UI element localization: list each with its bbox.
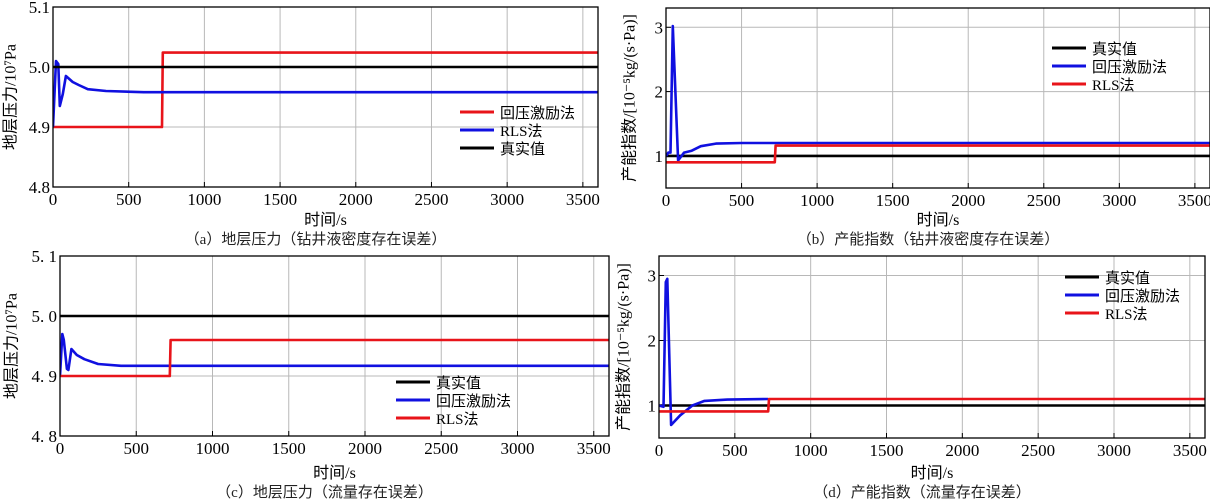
plot-frame <box>658 255 1206 439</box>
x-tick-label: 3000 <box>490 190 524 209</box>
x-tick-label: 3500 <box>577 439 611 458</box>
x-tick-label: 3000 <box>1097 441 1131 460</box>
x-tick-label: 500 <box>124 439 150 458</box>
series-line-2 <box>659 397 1205 413</box>
y-tick-label: 4.9 <box>29 118 50 137</box>
y-tick-label: 2 <box>655 83 664 102</box>
x-axis-label: 时间/s <box>313 464 356 482</box>
series-line-1 <box>53 59 598 128</box>
y-tick-label: 4. 8 <box>32 427 58 446</box>
panel-caption: （a）地层压力（钻井液密度存在误差） <box>185 231 447 248</box>
y-tick-label: 1 <box>655 147 664 166</box>
x-tick-label: 1000 <box>794 441 828 460</box>
x-tick-label: 1500 <box>263 190 297 209</box>
y-tick-label: 4. 9 <box>32 367 58 386</box>
chart-panel-a: 0 500 1000 1500 2000 2500 3000 3500 4.8 4.9 5.0 5.1… <box>2 0 600 248</box>
y-axis-label: 地层压力/10⁷Pa <box>2 44 20 150</box>
x-tick-label: 3500 <box>1178 191 1210 210</box>
y-tick-label: 5. 1 <box>32 247 58 266</box>
legend-label: RLS法 <box>500 123 543 140</box>
series-line-1 <box>60 332 609 377</box>
series-line-1 <box>659 277 769 427</box>
x-tick-label: 2500 <box>1021 441 1055 460</box>
x-tick-label: 2000 <box>951 191 985 210</box>
x-tick-label: 1500 <box>272 439 306 458</box>
legend-label: RLS法 <box>436 411 479 428</box>
y-tick-label: 5.1 <box>29 0 50 17</box>
panel-caption: （b）产能指数（钻井液密度存在误差） <box>797 231 1060 248</box>
x-tick-label: 3500 <box>566 190 600 209</box>
x-tick-label: 2000 <box>945 441 979 460</box>
legend-label: 真实值 <box>1105 269 1150 287</box>
legend-label: 回压激励法 <box>1105 288 1180 305</box>
legend-label: 回压激励法 <box>436 393 511 410</box>
y-tick-label: 5. 0 <box>32 307 58 326</box>
panel-caption: （c）地层压力（流量存在误差） <box>216 484 433 499</box>
y-axis-label: 产能指数/[10⁻⁵kg/(s·Pa)] <box>621 14 639 182</box>
y-axis-label: 产能指数/[10⁻⁵kg/(s·Pa)] <box>615 263 633 431</box>
legend-label: RLS法 <box>1105 306 1148 323</box>
legend-label: 真实值 <box>500 140 545 158</box>
x-tick-label: 500 <box>722 441 748 460</box>
x-tick-label: 2000 <box>348 439 382 458</box>
x-tick-label: 3000 <box>501 439 535 458</box>
y-tick-label: 2 <box>648 332 657 351</box>
x-tick-label: 1500 <box>870 441 904 460</box>
series-line-2 <box>666 144 1210 164</box>
series-line-1 <box>666 24 1210 162</box>
x-tick-label: 1000 <box>187 190 221 209</box>
plot-frame <box>665 7 1210 189</box>
x-tick-label: 3000 <box>1102 191 1136 210</box>
x-axis-label: 时间/s <box>917 211 960 229</box>
chart-panel-b: 0 500 1000 1500 2000 2500 3000 3500 1 2 3 真实值回压激励法R… <box>621 7 1210 248</box>
plot-frame <box>59 255 610 437</box>
chart-panel-d: 0 500 1000 1500 2000 2500 3000 3500 1 2 3 真实值回压激励法R… <box>615 255 1207 499</box>
legend-label: 回压激励法 <box>500 105 575 122</box>
legend-label: 真实值 <box>436 374 481 392</box>
x-tick-label: 3500 <box>1173 441 1207 460</box>
x-tick-label: 2000 <box>339 190 373 209</box>
legend-label: RLS法 <box>1092 77 1135 94</box>
plot-frame <box>52 6 599 188</box>
x-axis-label: 时间/s <box>304 211 347 229</box>
x-tick-label: 0 <box>655 441 664 460</box>
x-tick-label: 1000 <box>800 191 834 210</box>
series-line-0 <box>53 51 598 129</box>
chart-panel-c: 0 500 1000 1500 2000 2500 3000 3500 4. 8 4. 9 5. 0… <box>3 247 611 499</box>
y-axis-label: 地层压力/10⁷Pa <box>3 293 21 399</box>
x-tick-label: 0 <box>662 191 671 210</box>
y-tick-label: 1 <box>648 397 657 416</box>
y-tick-label: 3 <box>648 267 657 286</box>
x-tick-label: 0 <box>49 190 58 209</box>
y-tick-label: 4.8 <box>29 178 50 197</box>
y-tick-label: 3 <box>655 18 664 37</box>
legend-label: 回压激励法 <box>1092 59 1167 76</box>
series-line-2 <box>60 338 609 378</box>
x-tick-label: 500 <box>729 191 755 210</box>
panel-caption: （d）产能指数（流量存在误差） <box>813 484 1031 499</box>
x-tick-label: 2500 <box>424 439 458 458</box>
x-tick-label: 0 <box>56 439 65 458</box>
x-tick-label: 2500 <box>414 190 448 209</box>
y-tick-label: 5.0 <box>29 58 50 77</box>
x-tick-label: 2500 <box>1027 191 1061 210</box>
legend-label: 真实值 <box>1092 40 1137 58</box>
x-axis-label: 时间/s <box>911 464 954 482</box>
x-tick-label: 1000 <box>196 439 230 458</box>
x-tick-label: 500 <box>116 190 142 209</box>
x-tick-label: 1500 <box>876 191 910 210</box>
